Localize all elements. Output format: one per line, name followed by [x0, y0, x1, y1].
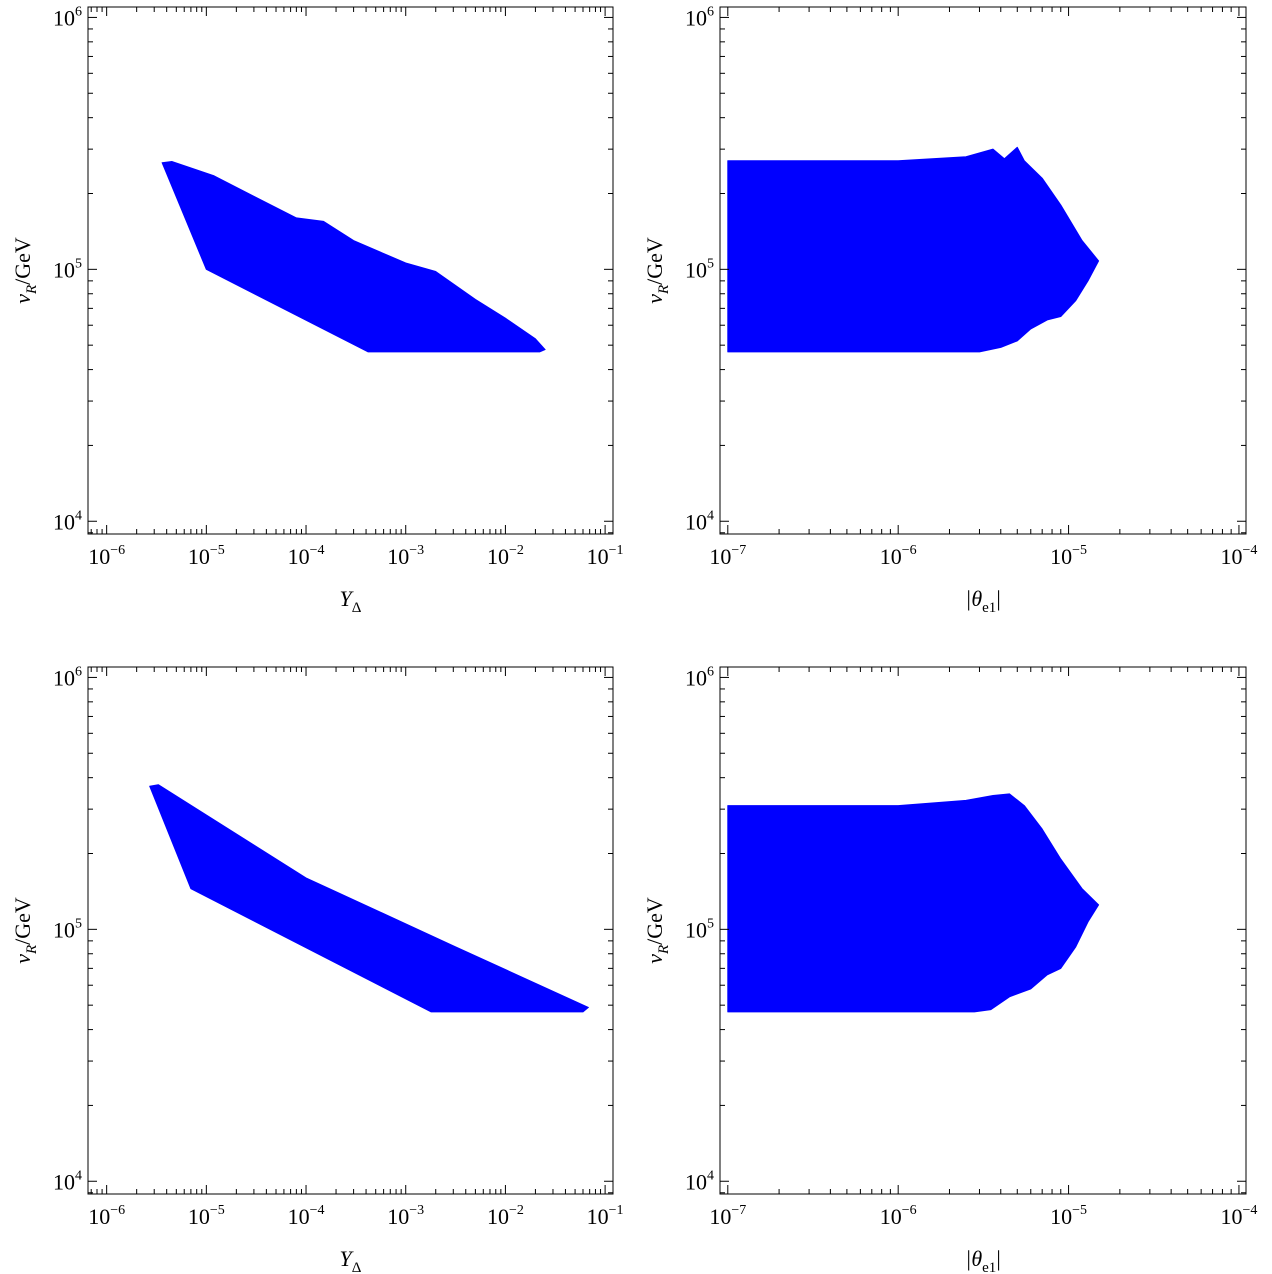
panel-top-left: 10−6 10−5 10−4 10−3 10−2 10−1 104 105 106 YΔ vR/Ge…	[10, 4, 624, 616]
x-tick-label: 10−1	[587, 1203, 624, 1229]
axis-ticks	[88, 667, 613, 1194]
x-tick-label: 10−1	[587, 543, 624, 569]
y-tick-label: 105	[685, 256, 714, 282]
y-axis-label: vR/GeV	[10, 237, 40, 304]
panel-top-right: 10−7 10−6 10−5 10−4 104 105 106 |θe1| vR/GeV	[642, 4, 1257, 616]
y-tick-label: 106	[685, 4, 714, 30]
plot-frame	[87, 666, 614, 1195]
x-tick-label: 10−5	[1050, 1203, 1087, 1229]
x-tick-label: 10−6	[88, 543, 125, 569]
plot-frame	[87, 6, 614, 535]
y-tick-label: 105	[685, 916, 714, 942]
allowed-region	[149, 784, 589, 1013]
y-tick-label: 106	[53, 4, 82, 30]
y-tick-label: 104	[53, 1168, 82, 1194]
y-axis-label: vR/GeV	[642, 237, 672, 304]
y-tick-label: 104	[685, 508, 714, 534]
x-tick-label: 10−4	[288, 543, 325, 569]
x-tick-label: 10−5	[188, 543, 225, 569]
x-tick-label: 10−3	[387, 543, 424, 569]
x-tick-label: 10−2	[487, 1203, 524, 1229]
x-axis-label: |θe1|	[965, 586, 1000, 616]
x-tick-label: 10−6	[880, 1203, 917, 1229]
plot-frame	[719, 666, 1247, 1195]
panel-bottom-left: 10−6 10−5 10−4 10−3 10−2 10−1 104 105 106 YΔ vR/Ge…	[10, 664, 624, 1274]
y-tick-label: 104	[53, 508, 82, 534]
x-axis-label: YΔ	[340, 586, 362, 616]
axis-ticks	[88, 7, 613, 534]
y-tick-label: 105	[53, 256, 82, 282]
plot-frame	[719, 6, 1247, 535]
x-tick-label: 10−4	[1220, 1203, 1257, 1229]
axis-ticks	[719, 7, 1246, 534]
axis-ticks	[719, 667, 1246, 1194]
x-tick-label: 10−7	[709, 543, 746, 569]
x-tick-label: 10−4	[1220, 543, 1257, 569]
y-axis-label: vR/GeV	[10, 897, 40, 964]
x-axis-label: |θe1|	[965, 1246, 1000, 1274]
x-tick-label: 10−4	[288, 1203, 325, 1229]
x-tick-label: 10−3	[387, 1203, 424, 1229]
allowed-region	[161, 161, 546, 353]
y-tick-label: 106	[685, 664, 714, 690]
panel-bottom-right: 10−7 10−6 10−5 10−4 104 105 106 |θe1| vR/GeV	[642, 664, 1257, 1274]
x-tick-label: 10−5	[188, 1203, 225, 1229]
x-tick-label: 10−6	[880, 543, 917, 569]
x-axis-label: YΔ	[340, 1246, 362, 1274]
y-tick-label: 104	[685, 1168, 714, 1194]
x-tick-label: 10−7	[709, 1203, 746, 1229]
y-axis-label: vR/GeV	[642, 897, 672, 964]
x-tick-label: 10−6	[88, 1203, 125, 1229]
y-tick-label: 106	[53, 664, 82, 690]
x-tick-label: 10−2	[487, 543, 524, 569]
allowed-region	[727, 146, 1100, 353]
allowed-region	[727, 793, 1100, 1013]
y-tick-label: 105	[53, 916, 82, 942]
x-tick-label: 10−5	[1050, 543, 1087, 569]
